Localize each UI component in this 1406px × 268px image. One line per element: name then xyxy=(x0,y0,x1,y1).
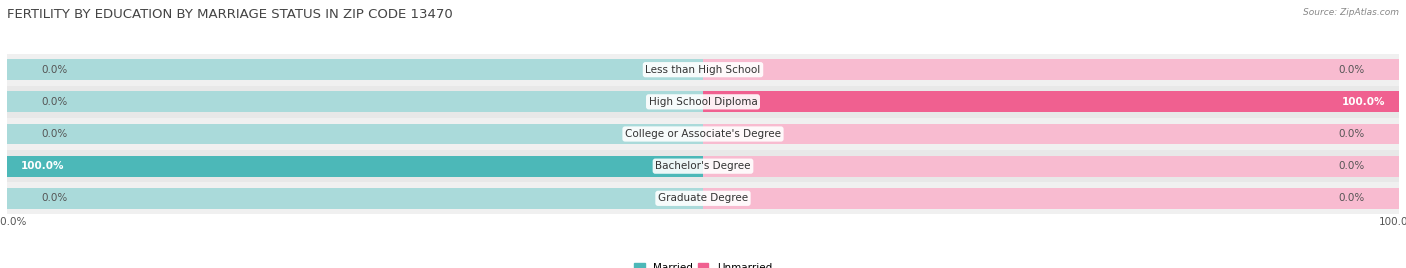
Bar xyxy=(703,188,1399,209)
Text: 100.0%: 100.0% xyxy=(1341,97,1385,107)
Bar xyxy=(7,156,703,177)
Bar xyxy=(7,124,703,144)
Text: Graduate Degree: Graduate Degree xyxy=(658,193,748,203)
Bar xyxy=(703,59,1399,80)
Text: High School Diploma: High School Diploma xyxy=(648,97,758,107)
Text: Less than High School: Less than High School xyxy=(645,65,761,75)
Bar xyxy=(7,54,1399,86)
Bar xyxy=(7,150,1399,182)
Bar xyxy=(703,91,1399,112)
Text: 100.0%: 100.0% xyxy=(21,161,65,171)
Text: 0.0%: 0.0% xyxy=(1339,65,1364,75)
Legend: Married, Unmarried: Married, Unmarried xyxy=(630,258,776,268)
Bar xyxy=(7,91,703,112)
Text: 0.0%: 0.0% xyxy=(1339,193,1364,203)
Text: 0.0%: 0.0% xyxy=(1339,161,1364,171)
Text: FERTILITY BY EDUCATION BY MARRIAGE STATUS IN ZIP CODE 13470: FERTILITY BY EDUCATION BY MARRIAGE STATU… xyxy=(7,8,453,21)
Bar xyxy=(7,182,1399,214)
Text: Bachelor's Degree: Bachelor's Degree xyxy=(655,161,751,171)
Bar xyxy=(703,156,1399,177)
Bar xyxy=(7,59,703,80)
Bar xyxy=(7,118,1399,150)
Bar xyxy=(703,91,1399,112)
Bar xyxy=(7,86,1399,118)
Bar xyxy=(7,188,703,209)
Text: 0.0%: 0.0% xyxy=(42,129,67,139)
Bar xyxy=(7,156,703,177)
Text: Source: ZipAtlas.com: Source: ZipAtlas.com xyxy=(1303,8,1399,17)
Text: 0.0%: 0.0% xyxy=(42,97,67,107)
Text: 0.0%: 0.0% xyxy=(42,193,67,203)
Text: 0.0%: 0.0% xyxy=(42,65,67,75)
Text: 0.0%: 0.0% xyxy=(1339,129,1364,139)
Text: College or Associate's Degree: College or Associate's Degree xyxy=(626,129,780,139)
Bar xyxy=(703,124,1399,144)
